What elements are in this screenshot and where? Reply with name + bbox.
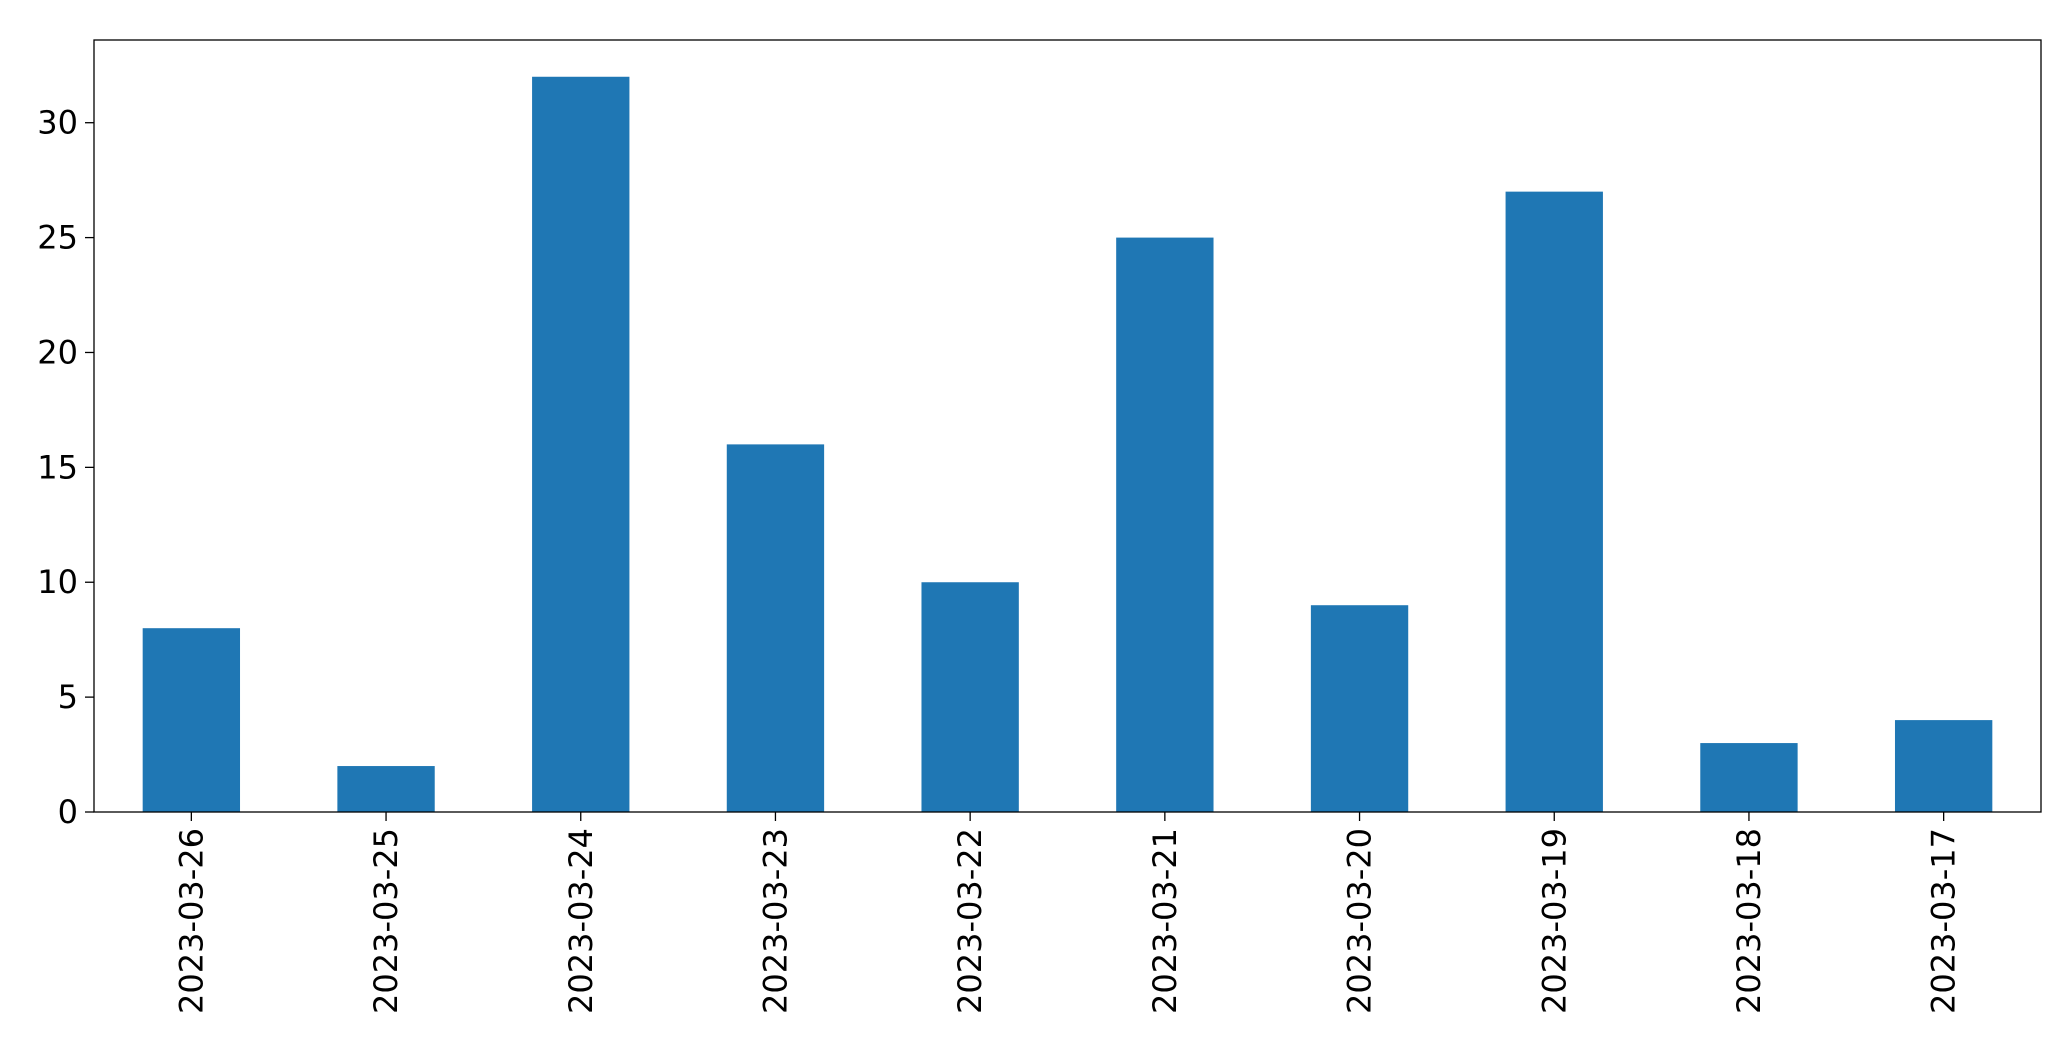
bar xyxy=(726,444,825,812)
bar xyxy=(1116,237,1214,813)
bar xyxy=(337,766,435,812)
y-tick-label: 5 xyxy=(58,678,78,716)
bar xyxy=(1700,743,1798,812)
bar xyxy=(1505,191,1603,813)
bar xyxy=(1894,720,1993,812)
x-tick-label: 2023-03-26 xyxy=(172,828,210,1014)
bar xyxy=(921,582,1019,812)
y-tick-label: 20 xyxy=(37,333,78,371)
y-tick-label: 25 xyxy=(37,219,78,257)
x-tick-label: 2023-03-19 xyxy=(1535,828,1573,1014)
x-tick-label: 2023-03-21 xyxy=(1146,828,1184,1014)
plot-frame xyxy=(93,39,2042,813)
x-tick-label: 2023-03-20 xyxy=(1341,828,1379,1014)
bar xyxy=(142,628,241,812)
x-tick-label: 2023-03-18 xyxy=(1730,828,1768,1014)
y-tick-label: 15 xyxy=(37,448,78,486)
y-tick-label: 0 xyxy=(58,793,78,831)
x-tick-label: 2023-03-25 xyxy=(367,828,405,1014)
x-tick-label: 2023-03-23 xyxy=(756,828,794,1014)
y-tick-label: 10 xyxy=(37,563,78,601)
bar xyxy=(1310,605,1409,812)
bar xyxy=(532,76,630,812)
x-tick-label: 2023-03-24 xyxy=(562,828,600,1014)
x-tick-label: 2023-03-17 xyxy=(1925,828,1963,1014)
x-tick-label: 2023-03-22 xyxy=(951,828,989,1014)
y-tick-label: 30 xyxy=(37,104,78,142)
